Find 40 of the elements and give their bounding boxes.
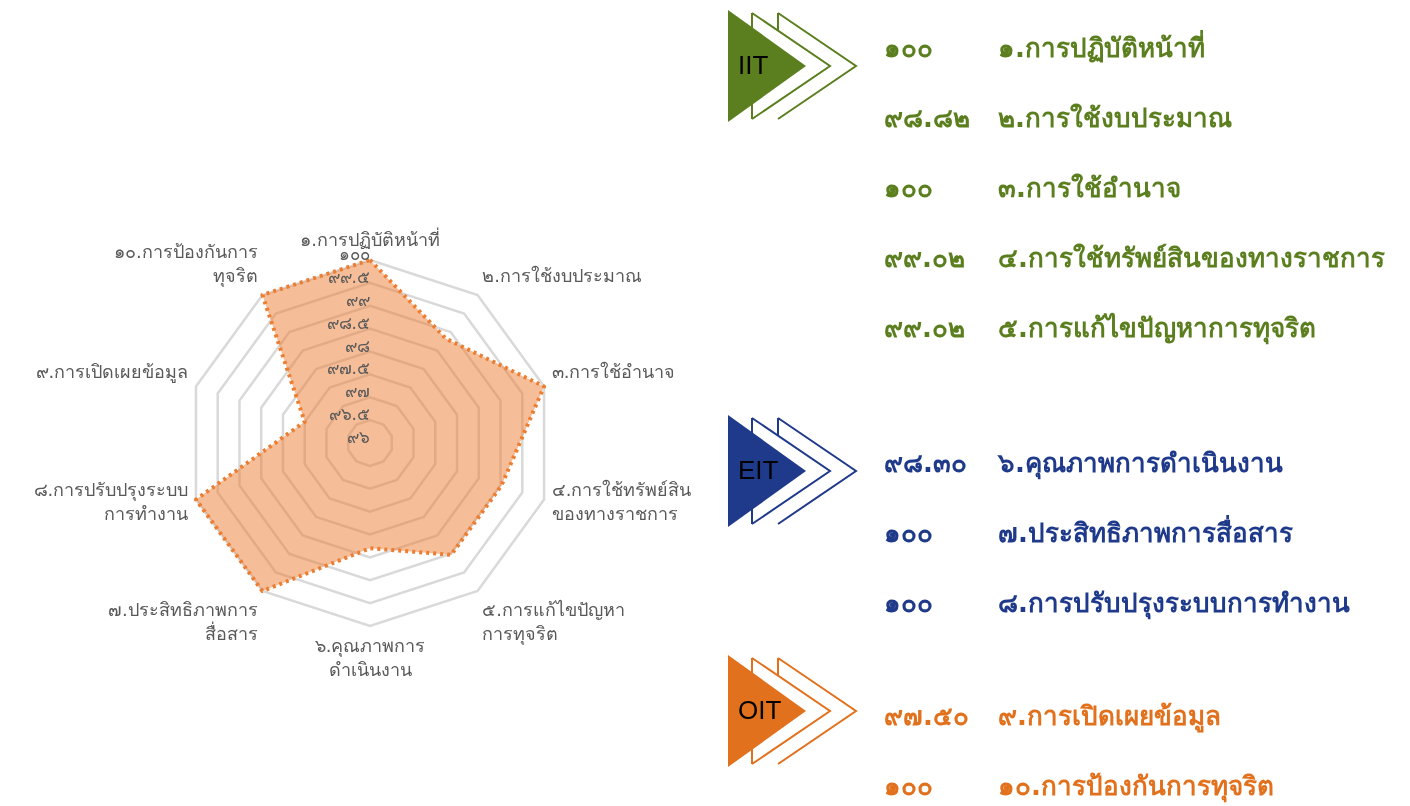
category-label: ๒.การใช้งบประมาณ [998, 102, 1232, 135]
text: ๙๘.๓๐ [884, 448, 967, 478]
spoke-label: ๓.การใช้อำนาจ [551, 360, 676, 382]
text: IIT [738, 50, 769, 81]
category-label: ๓.การใช้อำนาจ [998, 172, 1181, 205]
text: EIT [738, 455, 779, 486]
text: ๑๐๐ [884, 173, 933, 203]
text: ๑๐๐ [884, 518, 933, 548]
category-label: ๘.การปรับปรุงระบบการทำงาน [998, 587, 1350, 622]
text: ๑๐๐ [884, 771, 933, 801]
y-tick-label: ๙๘.๕ [326, 312, 370, 333]
category-label: ๑.การปฏิบัติหน้าที่ [998, 29, 1205, 65]
text: ๑๐๐ [884, 588, 933, 618]
y-tick-label: ๙๙.๕ [327, 266, 370, 287]
y-tick-label: ๙๘ [345, 335, 370, 356]
text: OIT [738, 695, 782, 726]
y-tick-label: ๙๗ [345, 381, 370, 402]
spoke-label: ๘.การปรับปรุงระบบ การทำงาน [33, 479, 189, 525]
text: ๑๐๐ [884, 33, 933, 63]
spoke-label: ๔.การใช้ทรัพย์สิน ของทางราชการ [551, 479, 692, 525]
category-label: ๖.คุณภาพการดำเนินงาน [998, 447, 1283, 482]
y-tick-label: ๙๖ [347, 427, 370, 447]
category-label: ๑๐.การป้องกันการทุจริต [998, 770, 1274, 805]
category-label: ๙.การเปิดเผยข้อมูล [998, 700, 1221, 735]
category-label: ๗.ประสิทธิภาพการสื่อสาร [998, 514, 1293, 550]
text: ๙๙.๐๒ [884, 243, 965, 273]
spoke-label: ๗.ประสิทธิภาพการ สื่อสาร [108, 598, 258, 644]
spoke-label: ๑๐.การป้องกันการ ทุจริต [114, 241, 258, 288]
spoke-label: ๖.คุณภาพการ ดำเนินงาน [314, 635, 426, 680]
spoke-label: ๕.การแก้ไขปัญหา การทุจริต [482, 598, 625, 645]
category-label: ๔.การใช้ทรัพย์สินของทางราชการ [998, 242, 1385, 275]
spoke-label: ๙.การเปิดเผยข้อมูล [35, 360, 189, 383]
spoke-label: ๒.การใช้งบประมาณ [482, 265, 642, 287]
text: ๙๙.๐๒ [884, 313, 965, 343]
y-tick-label: ๙๙ [346, 289, 370, 310]
text: ๙๘.๘๒ [884, 103, 970, 133]
category-label: ๕.การแก้ไขปัญหาการทุจริต [998, 311, 1316, 347]
y-tick-label: ๙๗.๕ [326, 358, 370, 379]
y-tick-label: ๙๖.๕ [328, 404, 370, 425]
text: ๙๗.๕๐ [884, 701, 969, 731]
